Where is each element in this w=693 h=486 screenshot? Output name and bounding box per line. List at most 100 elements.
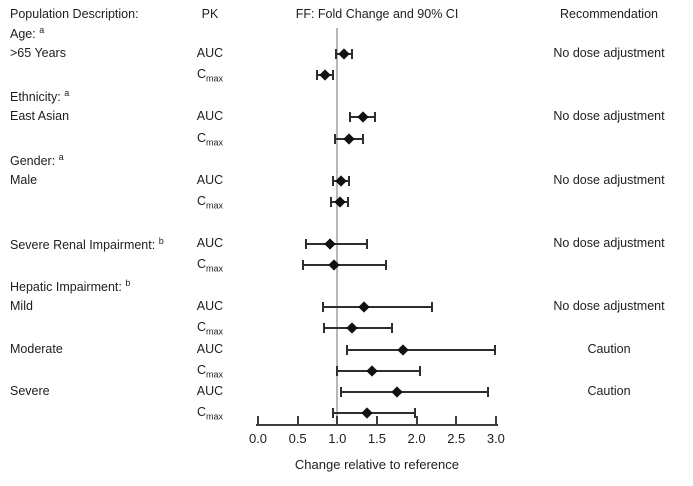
x-axis-tick-label: 0.5 — [288, 431, 307, 446]
recommendation-text: No dose adjustment — [553, 236, 665, 250]
ci-cap-right — [373, 112, 376, 123]
row-label: >65 Years — [10, 46, 66, 61]
ci-cap-right — [430, 302, 433, 313]
point-diamond — [397, 343, 409, 356]
ci-cap-left — [302, 260, 305, 271]
pk-subscript: max — [206, 73, 224, 84]
ci-cap-right — [361, 133, 364, 144]
point-diamond — [324, 238, 336, 250]
column-header-fold-change: FF: Fold Change and 90% CI — [295, 7, 459, 21]
pk-label: Cmax — [196, 362, 224, 380]
pk-label: Cmax — [196, 130, 224, 148]
ci-cap-right — [384, 260, 387, 271]
x-axis-tick — [336, 416, 339, 424]
ci-whisker — [306, 243, 367, 245]
point-diamond — [343, 132, 355, 145]
pk-subscript: max — [206, 137, 224, 147]
ci-cap-left — [345, 344, 348, 355]
point-diamond — [357, 111, 369, 124]
pk-subscript: max — [206, 263, 224, 274]
ci-whisker — [323, 306, 432, 309]
ci-whisker — [323, 327, 392, 330]
x-axis-tick — [296, 416, 299, 424]
pk-label: AUC — [196, 46, 224, 61]
ci-whisker — [303, 264, 386, 267]
recommendation-text: No dose adjustment — [553, 109, 665, 124]
point-diamond — [358, 301, 370, 313]
pk-subscript: max — [206, 200, 224, 211]
point-diamond — [366, 364, 378, 377]
point-diamond — [319, 69, 332, 81]
x-axis-title: Change relative to reference — [294, 457, 459, 472]
ci-whisker — [341, 390, 488, 393]
ci-cap-right — [494, 344, 497, 355]
footnote-marker: a — [64, 88, 70, 99]
x-axis-tick — [257, 416, 259, 424]
pk-label: AUC — [196, 299, 224, 314]
reference-line — [336, 28, 339, 424]
ci-cap-right — [414, 407, 416, 418]
group-label: Hepatic Impairment: b — [10, 278, 131, 295]
ci-cap-left — [332, 407, 335, 418]
ci-cap-left — [336, 365, 339, 376]
ci-cap-right — [350, 49, 353, 60]
column-header-population: Population Description: — [10, 7, 139, 21]
row-label: Mild — [10, 299, 33, 314]
x-axis-tick-label: 2.0 — [407, 431, 426, 446]
ci-cap-left — [305, 239, 308, 249]
footnote-marker: b — [158, 236, 164, 246]
ci-cap-right — [418, 365, 421, 376]
x-axis-tick-label: 1.5 — [367, 431, 386, 446]
recommendation-text: No dose adjustment — [553, 299, 665, 314]
column-header-recommendation: Recommendation — [560, 7, 658, 21]
point-diamond — [391, 386, 403, 398]
pk-label: AUC — [196, 341, 224, 356]
pk-label: AUC — [196, 172, 224, 187]
pk-label: Cmax — [196, 257, 224, 274]
ci-cap-right — [347, 196, 350, 207]
x-axis-tick-label: 2.5 — [447, 431, 466, 446]
group-label: Gender: a — [10, 151, 64, 168]
x-axis-line — [256, 424, 498, 426]
pk-subscript: max — [206, 411, 224, 422]
x-axis-tick-label: 0.0 — [248, 431, 268, 446]
ci-cap-right — [331, 70, 334, 81]
point-diamond — [337, 48, 350, 60]
point-diamond — [360, 407, 373, 419]
ci-cap-left — [334, 49, 337, 60]
x-axis-tick — [494, 416, 497, 424]
ci-cap-left — [348, 112, 351, 123]
footnote-marker: a — [39, 25, 45, 35]
group-label: Ethnicity: a — [10, 88, 70, 105]
ci-whisker — [337, 369, 420, 372]
pk-label: AUC — [196, 383, 224, 398]
ci-cap-left — [322, 323, 325, 334]
row-label: Male — [10, 172, 38, 187]
pk-label: AUC — [196, 109, 224, 124]
point-diamond — [346, 322, 359, 335]
column-header-pk: PK — [201, 7, 219, 21]
ci-cap-right — [486, 386, 489, 397]
recommendation-text: No dose adjustment — [553, 46, 665, 61]
pk-label: Cmax — [196, 193, 224, 211]
group-label: Age: a — [10, 25, 45, 42]
x-axis-tick-label: 3.0 — [486, 431, 505, 446]
x-axis-tick — [415, 416, 418, 424]
ci-cap-left — [332, 175, 335, 186]
pk-label: Cmax — [196, 67, 224, 84]
recommendation-text: No dose adjustment — [553, 172, 665, 187]
pk-label: AUC — [196, 236, 224, 250]
ci-cap-left — [340, 386, 343, 397]
ci-cap-left — [329, 196, 332, 207]
x-axis-tick — [375, 416, 378, 424]
row-label: East Asian — [10, 109, 70, 124]
row-label: Moderate — [10, 341, 63, 356]
recommendation-text: Caution — [587, 341, 631, 356]
x-axis-tick — [455, 416, 458, 424]
ci-cap-right — [348, 175, 351, 186]
ci-cap-left — [333, 133, 336, 144]
row-label: Severe — [10, 383, 50, 398]
pk-subscript: max — [206, 369, 224, 380]
ci-cap-left — [316, 70, 319, 81]
footnote-marker: b — [125, 278, 131, 289]
